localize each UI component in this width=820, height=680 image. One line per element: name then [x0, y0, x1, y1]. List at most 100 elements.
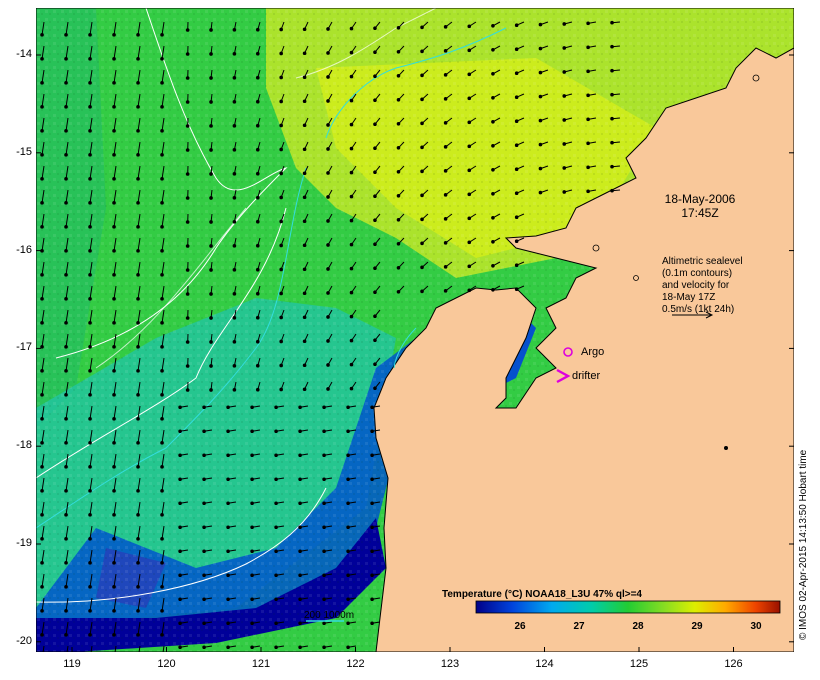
velocity-arrowhead — [279, 315, 283, 320]
velocity-arrow — [113, 165, 117, 179]
velocity-arrowhead — [586, 69, 590, 74]
velocity-arrowhead — [185, 340, 190, 344]
velocity-arrow — [41, 381, 45, 395]
velocity-arrow — [65, 45, 69, 59]
velocity-arrowhead — [420, 49, 424, 54]
velocity-arrow — [113, 309, 117, 323]
velocity-arrowhead — [514, 287, 519, 291]
velocity-arrow — [113, 69, 117, 83]
velocity-arrow — [65, 477, 69, 491]
velocity-arrowhead — [185, 172, 190, 176]
velocity-arrow — [161, 381, 165, 395]
velocity-arrowhead — [88, 489, 92, 493]
argo-marker — [563, 347, 573, 357]
velocity-arrowhead — [209, 220, 213, 224]
velocity-arrow — [89, 237, 93, 251]
velocity-arrowhead — [112, 633, 116, 637]
velocity-arrowhead — [279, 99, 283, 104]
longitude-tick-label: 126 — [724, 658, 743, 670]
map-plot-area: Argo drifter 18-May-2006 17:45Z Altimetr… — [36, 8, 794, 652]
velocity-arrowhead — [443, 97, 448, 101]
velocity-arrowhead — [255, 219, 260, 224]
velocity-arrowhead — [562, 118, 567, 122]
velocity-arrowhead — [112, 249, 116, 253]
velocity-arrowhead — [160, 417, 164, 421]
velocity-arrow — [41, 357, 45, 371]
velocity-arrowhead — [322, 405, 326, 410]
velocity-arrowhead — [467, 48, 472, 53]
velocity-arrowhead — [420, 121, 424, 126]
velocity-arrowhead — [514, 71, 519, 75]
velocity-arrowhead — [202, 405, 206, 410]
velocity-arrowhead — [112, 57, 116, 61]
velocity-arrow — [65, 549, 69, 563]
velocity-arrowhead — [88, 33, 92, 37]
velocity-arrowhead — [370, 573, 374, 578]
velocity-arrowhead — [64, 249, 68, 253]
velocity-arrowhead — [160, 297, 164, 301]
velocity-arrow — [89, 45, 93, 59]
velocity-arrow — [137, 69, 141, 83]
velocity-arrowhead — [298, 549, 302, 554]
velocity-arrowhead — [279, 387, 283, 392]
velocity-arrowhead — [232, 100, 237, 104]
velocity-arrow — [161, 621, 165, 635]
velocity-arrowhead — [88, 201, 92, 205]
velocity-arrow — [41, 237, 45, 251]
velocity-arrow — [89, 405, 93, 419]
velocity-arrow — [161, 165, 165, 179]
velocity-arrowhead — [64, 57, 68, 61]
velocity-arrow — [41, 501, 45, 515]
velocity-arrowhead — [160, 225, 164, 229]
velocity-arrowhead — [64, 177, 68, 181]
velocity-arrowhead — [232, 124, 237, 128]
velocity-arrowhead — [209, 124, 213, 128]
velocity-arrowhead — [136, 201, 140, 205]
velocity-arrowhead — [178, 549, 182, 554]
velocity-arrowhead — [64, 297, 68, 301]
velocity-arrowhead — [136, 561, 140, 565]
velocity-arrowhead — [514, 47, 519, 51]
velocity-arrowhead — [136, 609, 140, 613]
velocity-arrowhead — [467, 216, 472, 221]
velocity-arrowhead — [586, 165, 590, 170]
velocity-arrowhead — [538, 190, 543, 195]
velocity-arrowhead — [255, 363, 260, 368]
velocity-arrowhead — [40, 585, 44, 589]
velocity-arrowhead — [322, 477, 326, 482]
velocity-arrowhead — [322, 525, 326, 530]
velocity-arrowhead — [40, 417, 44, 421]
velocity-arrowhead — [467, 144, 472, 149]
velocity-arrowhead — [349, 146, 354, 151]
velocity-arrowhead — [373, 386, 377, 391]
velocity-arrowhead — [346, 525, 350, 530]
velocity-arrow — [65, 69, 69, 83]
velocity-arrowhead — [160, 465, 164, 469]
velocity-arrowhead — [250, 645, 254, 650]
velocity-arrow — [65, 357, 69, 371]
velocity-arrowhead — [491, 215, 495, 220]
velocity-arrowhead — [326, 243, 330, 247]
colorbar — [475, 600, 781, 614]
velocity-arrowhead — [255, 387, 260, 392]
velocity-arrowhead — [326, 75, 330, 79]
velocity-arrow — [41, 165, 45, 179]
sealevel-contour-line — [36, 487, 327, 603]
velocity-arrowhead — [467, 168, 472, 173]
velocity-arrowhead — [40, 609, 44, 613]
velocity-arrowhead — [136, 441, 140, 445]
sealevel-contour-line — [55, 8, 288, 359]
velocity-arrowhead — [420, 73, 424, 78]
velocity-arrowhead — [185, 388, 190, 392]
velocity-arrowhead — [136, 33, 140, 37]
velocity-arrowhead — [491, 47, 495, 52]
velocity-arrowhead — [255, 51, 260, 56]
velocity-arrowhead — [178, 621, 182, 626]
velocity-arrowhead — [562, 94, 567, 98]
velocity-arrow — [41, 549, 45, 563]
velocity-arrowhead — [298, 405, 302, 410]
velocity-arrow — [113, 381, 117, 395]
velocity-arrow — [161, 213, 165, 227]
velocity-arrow — [137, 405, 141, 419]
velocity-arrowhead — [562, 70, 567, 74]
